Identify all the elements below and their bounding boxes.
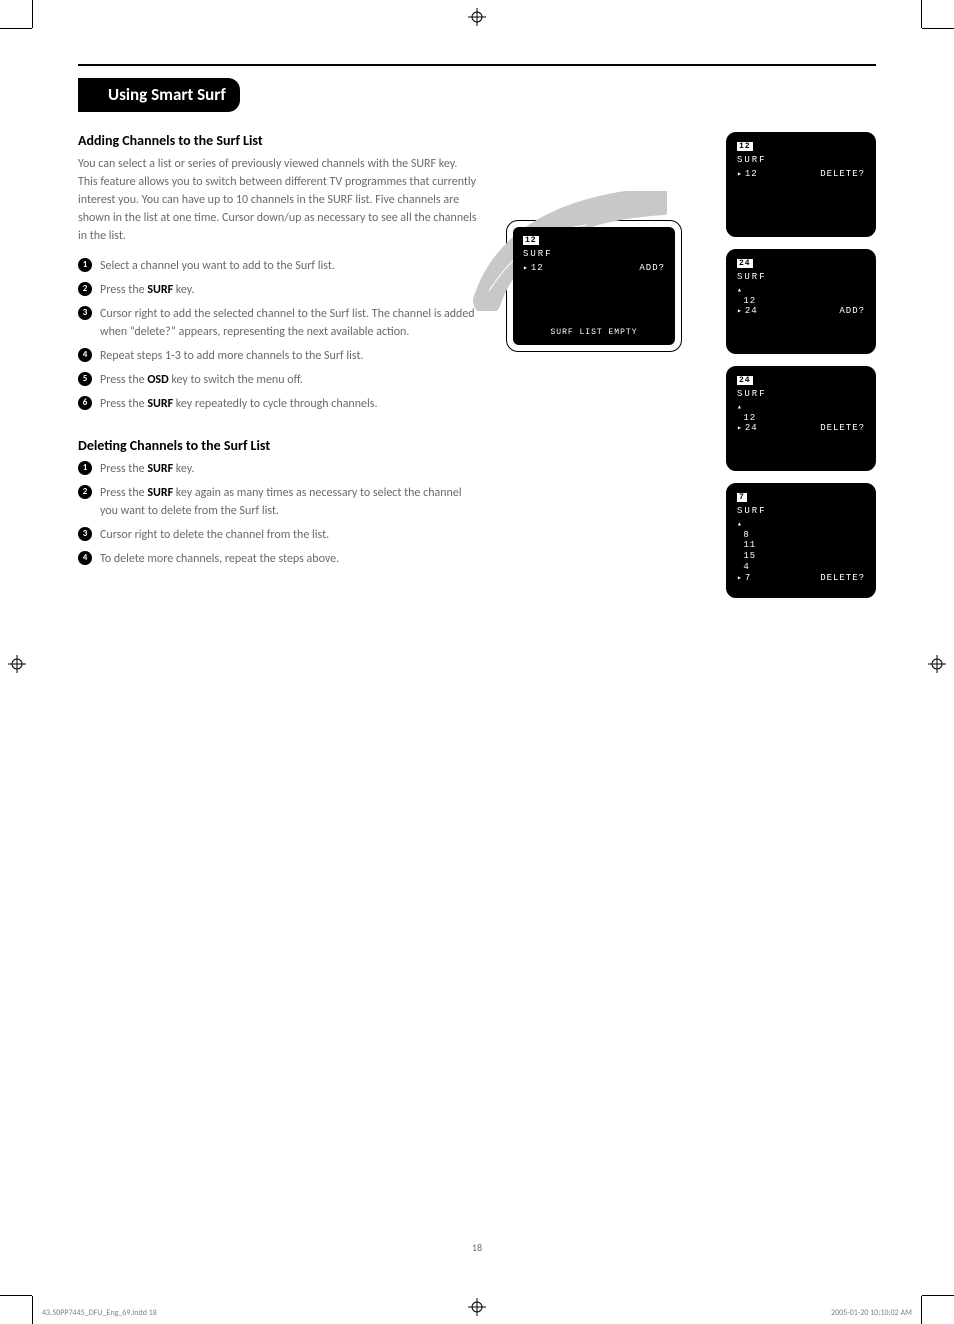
deleting-steps: 1 Press the SURF key. 2 Press the SURF key… <box>78 460 478 568</box>
step-text: Press the SURF key again as many times a… <box>100 486 462 518</box>
crop-mark <box>922 1295 954 1296</box>
step-text: To delete more channels, repeat the step… <box>100 552 339 566</box>
step-number: 4 <box>78 348 92 362</box>
osd-current-channel: 12 <box>523 263 544 273</box>
step-text: Cursor right to delete the channel from … <box>100 528 329 542</box>
step-item: 4 To delete more channels, repeat the ste… <box>78 550 478 568</box>
adding-steps: 1 Select a channel you want to add to the… <box>78 257 478 413</box>
registration-mark-icon <box>468 8 486 26</box>
osd-current-channel: 7 <box>737 573 751 584</box>
step-item: 3 Cursor right to add the selected channe… <box>78 305 478 341</box>
page-number: 18 <box>64 1241 890 1254</box>
osd-list-item: 15 <box>737 551 865 562</box>
osd-list: 12 24 DELETE? <box>737 403 865 434</box>
crop-mark <box>921 0 922 28</box>
crop-mark <box>0 1295 32 1296</box>
step-text: Press the OSD key to switch the menu off… <box>100 373 303 387</box>
step-number: 3 <box>78 527 92 541</box>
registration-mark-icon <box>8 655 26 673</box>
tv-screen-small: 24 SURF 12 24 DELETE? <box>726 366 876 471</box>
osd-list-item: 4 <box>737 562 865 573</box>
osd-channel-box: 12 <box>737 142 753 151</box>
step-text: Repeat steps 1-3 to add more channels to… <box>100 349 364 363</box>
osd-action: ADD? <box>639 263 665 273</box>
step-number: 3 <box>78 306 92 320</box>
body: Adding Channels to the Surf List You can… <box>78 132 876 592</box>
step-number: 1 <box>78 258 92 272</box>
up-caret-icon <box>737 403 865 413</box>
top-rule <box>78 64 876 66</box>
tv-screen-small: 12 SURF 12 DELETE? <box>726 132 876 237</box>
tv-osd: 12 SURF 12 ADD? SURF LIST EMPTY <box>513 227 675 345</box>
step-number: 2 <box>78 485 92 499</box>
step-text: Press the SURF key repeatedly to cycle t… <box>100 397 378 411</box>
osd-list-item: 8 <box>737 530 865 541</box>
osd-current-channel: 24 <box>737 306 758 317</box>
osd-current-channel: 12 <box>737 169 758 179</box>
osd-footer: SURF LIST EMPTY <box>513 328 675 337</box>
step-text: Press the SURF key. <box>100 283 194 297</box>
adding-intro: You can select a list or series of previ… <box>78 155 478 245</box>
osd-channel-box: 7 <box>737 493 747 502</box>
osd-list-item: 11 <box>737 540 865 551</box>
footer-timestamp: 2005-01-20 10:10:02 AM <box>831 1308 912 1318</box>
osd-title: SURF <box>737 506 865 516</box>
tv-screen-small: 24 SURF 12 24 ADD? <box>726 249 876 354</box>
adding-heading: Adding Channels to the Surf List <box>78 132 478 149</box>
step-item: 2 Press the SURF key. <box>78 281 478 299</box>
crop-mark <box>921 1296 922 1324</box>
crop-mark <box>32 0 33 28</box>
step-number: 6 <box>78 396 92 410</box>
osd-list-item: 12 <box>737 413 865 424</box>
step-item: 4 Repeat steps 1-3 to add more channels t… <box>78 347 478 365</box>
osd-current-channel: 24 <box>737 423 758 434</box>
osd-channel-box: 12 <box>523 236 539 245</box>
up-caret-icon <box>737 520 865 530</box>
up-caret-icon <box>737 286 865 296</box>
osd-title: SURF <box>737 389 865 399</box>
crop-mark <box>32 1296 33 1324</box>
step-number: 2 <box>78 282 92 296</box>
page: Using Smart Surf Adding Channels to the … <box>0 0 954 1324</box>
step-item: 1 Select a channel you want to add to the… <box>78 257 478 275</box>
deleting-heading: Deleting Channels to the Surf List <box>78 437 478 454</box>
step-text: Select a channel you want to add to the … <box>100 259 335 273</box>
section-header: Using Smart Surf <box>78 78 240 112</box>
osd-action: DELETE? <box>820 423 865 434</box>
step-number: 4 <box>78 551 92 565</box>
osd-action: DELETE? <box>820 169 865 179</box>
step-item: 6 Press the SURF key repeatedly to cycle … <box>78 395 478 413</box>
tv-screen-big: 12 SURF 12 ADD? SURF LIST EMPTY <box>506 220 682 352</box>
osd-list: 8 11 15 4 7 DELETE? <box>737 520 865 584</box>
step-item: 1 Press the SURF key. <box>78 460 478 478</box>
osd-line: 12 DELETE? <box>737 169 865 179</box>
content-area: Using Smart Surf Adding Channels to the … <box>64 64 890 1288</box>
step-item: 5 Press the OSD key to switch the menu of… <box>78 371 478 389</box>
osd-title: SURF <box>737 272 865 282</box>
registration-mark-icon <box>928 655 946 673</box>
osd-channel-box: 24 <box>737 376 753 385</box>
step-text: Press the SURF key. <box>100 462 194 476</box>
crop-mark <box>0 28 32 29</box>
tv-screen-small: 7 SURF 8 11 15 4 7 DELETE? <box>726 483 876 598</box>
osd-channel-box: 24 <box>737 259 753 268</box>
osd-title: SURF <box>737 155 865 165</box>
step-number: 5 <box>78 372 92 386</box>
left-column: Adding Channels to the Surf List You can… <box>78 132 478 592</box>
registration-mark-icon <box>468 1298 486 1316</box>
osd-title: SURF <box>523 249 665 259</box>
osd-list: 12 24 ADD? <box>737 286 865 317</box>
step-text: Cursor right to add the selected channel… <box>100 307 475 339</box>
step-number: 1 <box>78 461 92 475</box>
osd-line: 12 ADD? <box>523 263 665 273</box>
crop-mark <box>922 28 954 29</box>
osd-action: DELETE? <box>820 573 865 584</box>
osd-action: ADD? <box>839 306 865 317</box>
osd-list-item: 12 <box>737 296 865 307</box>
footer-filename: 43.50PP7445_DFU_Eng_69.indd 18 <box>42 1308 157 1318</box>
step-item: 3 Cursor right to delete the channel from… <box>78 526 478 544</box>
step-item: 2 Press the SURF key again as many times … <box>78 484 478 520</box>
tv-screen-stack: 12 SURF 12 DELETE? 24 SURF 12 <box>726 132 876 610</box>
